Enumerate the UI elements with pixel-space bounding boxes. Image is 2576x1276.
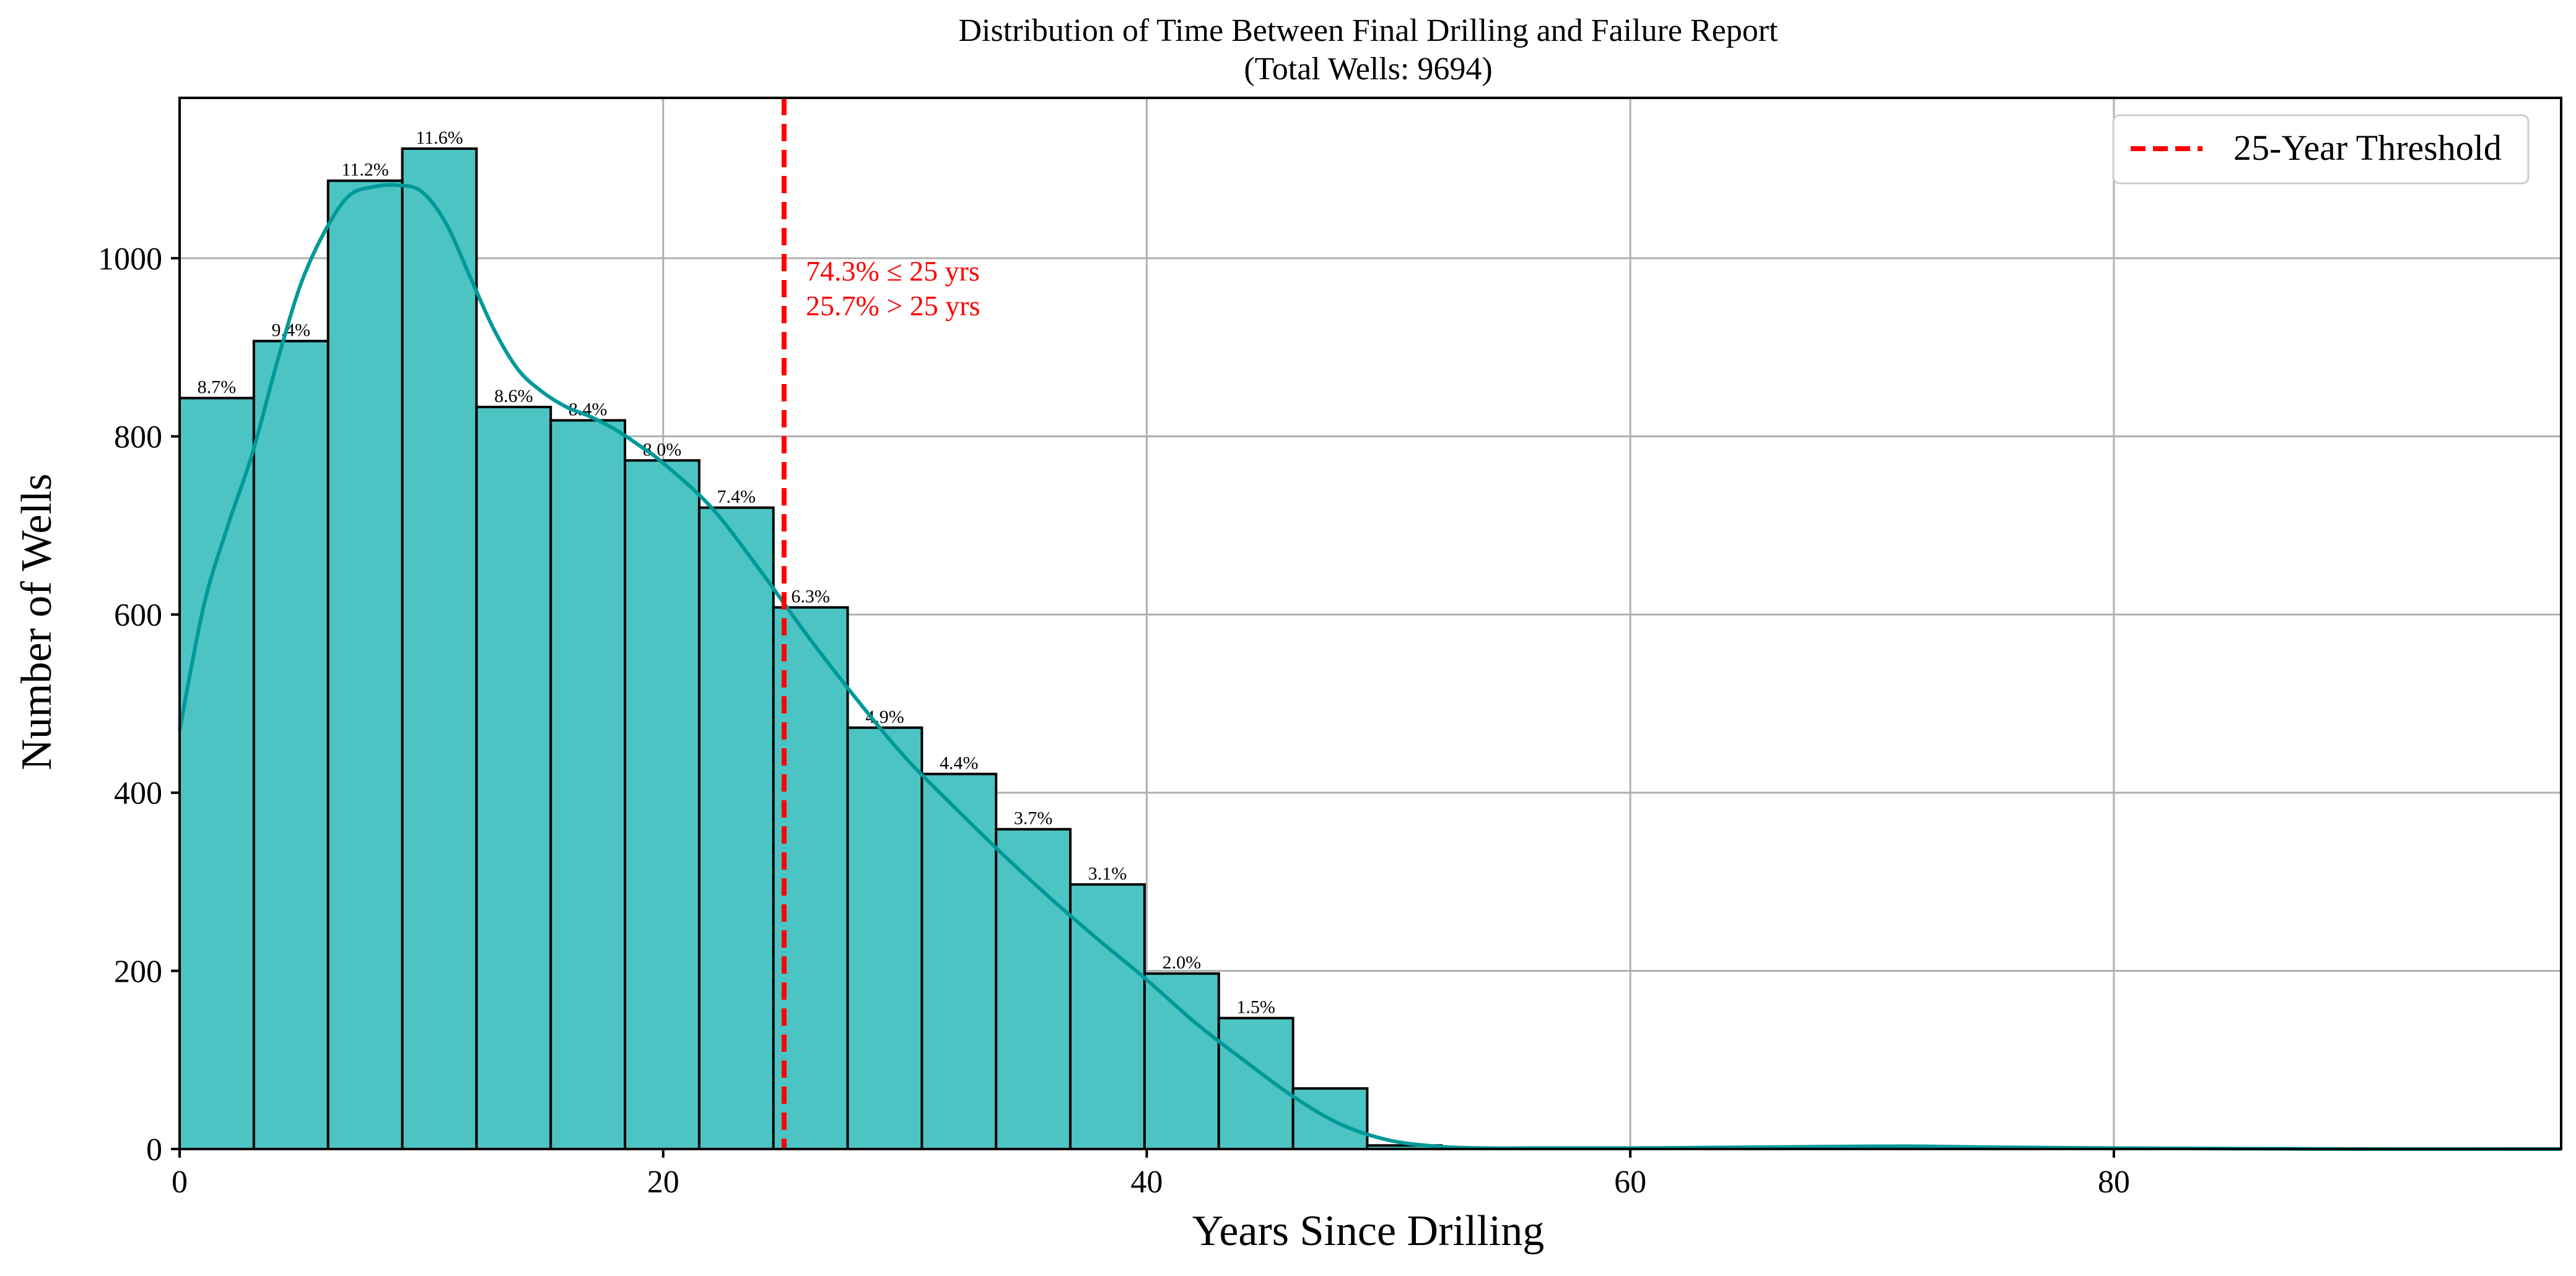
chart-subtitle: (Total Wells: 9694): [1244, 51, 1492, 87]
histogram-bars: [178, 147, 1443, 1151]
bar-label: 7.4%: [717, 487, 756, 507]
histogram-bar: [401, 147, 478, 1150]
x-tick-label: 80: [2098, 1165, 2130, 1200]
legend: 25-Year Threshold: [2112, 114, 2530, 185]
x-axis-label: Years Since Drilling: [1192, 1207, 1544, 1255]
histogram-bar: [178, 396, 255, 1150]
histogram-bar: [252, 339, 330, 1151]
x-tick-label: 20: [647, 1165, 679, 1200]
bar-label: 4.4%: [940, 753, 979, 774]
x-tick-label: 40: [1130, 1165, 1163, 1200]
histogram-bar: [549, 419, 627, 1150]
bar-percentage-labels: 8.7%9.4%11.2%11.6%8.6%8.4%8.0%7.4%6.3%4.…: [198, 128, 1275, 1018]
annotation-line-1: 74.3% ≤ 25 yrs: [806, 255, 980, 287]
histogram-bar: [624, 459, 701, 1150]
bar-label: 3.7%: [1014, 808, 1053, 829]
histogram-bar: [995, 828, 1072, 1150]
legend-label: 25-Year Threshold: [2233, 128, 2502, 168]
kde-curve-group: [178, 183, 2562, 1151]
bar-label: 1.5%: [1236, 997, 1275, 1018]
y-tick-label: 0: [146, 1132, 162, 1168]
bar-label: 3.1%: [1088, 863, 1127, 884]
y-tick-label: 800: [114, 419, 162, 455]
y-tick-label: 400: [114, 776, 162, 811]
histogram-bar: [697, 506, 775, 1150]
y-tick-label: 600: [114, 598, 162, 633]
histogram-bar: [920, 772, 998, 1150]
bar-label: 8.0%: [643, 439, 682, 460]
bar-label: 9.4%: [272, 320, 311, 341]
bar-label: 2.0%: [1163, 953, 1202, 973]
x-tick-label: 0: [172, 1165, 188, 1200]
histogram-bar: [326, 179, 404, 1151]
plot-frame: [178, 97, 2562, 1150]
kde-curve: [178, 183, 2562, 1151]
bar-label: 6.3%: [791, 587, 830, 607]
x-tick-label: 60: [1614, 1165, 1646, 1200]
histogram-bar: [475, 406, 552, 1150]
histogram-bar: [846, 726, 923, 1150]
bar-label: 11.6%: [416, 128, 463, 148]
chart-title: Distribution of Time Between Final Drill…: [958, 13, 1778, 48]
y-tick-label: 200: [114, 954, 162, 989]
histogram-bar: [1217, 1016, 1295, 1151]
y-axis-label: Number of Wells: [13, 473, 61, 770]
bar-label: 11.2%: [341, 160, 388, 180]
y-tick-label: 1000: [98, 242, 162, 277]
legend-box: [2112, 114, 2530, 185]
histogram-bar: [1143, 972, 1220, 1150]
bar-label: 8.7%: [198, 377, 237, 398]
axes: [178, 97, 2562, 1150]
bar-label: 8.6%: [494, 386, 533, 406]
annotation-line-2: 25.7% > 25 yrs: [806, 290, 980, 321]
